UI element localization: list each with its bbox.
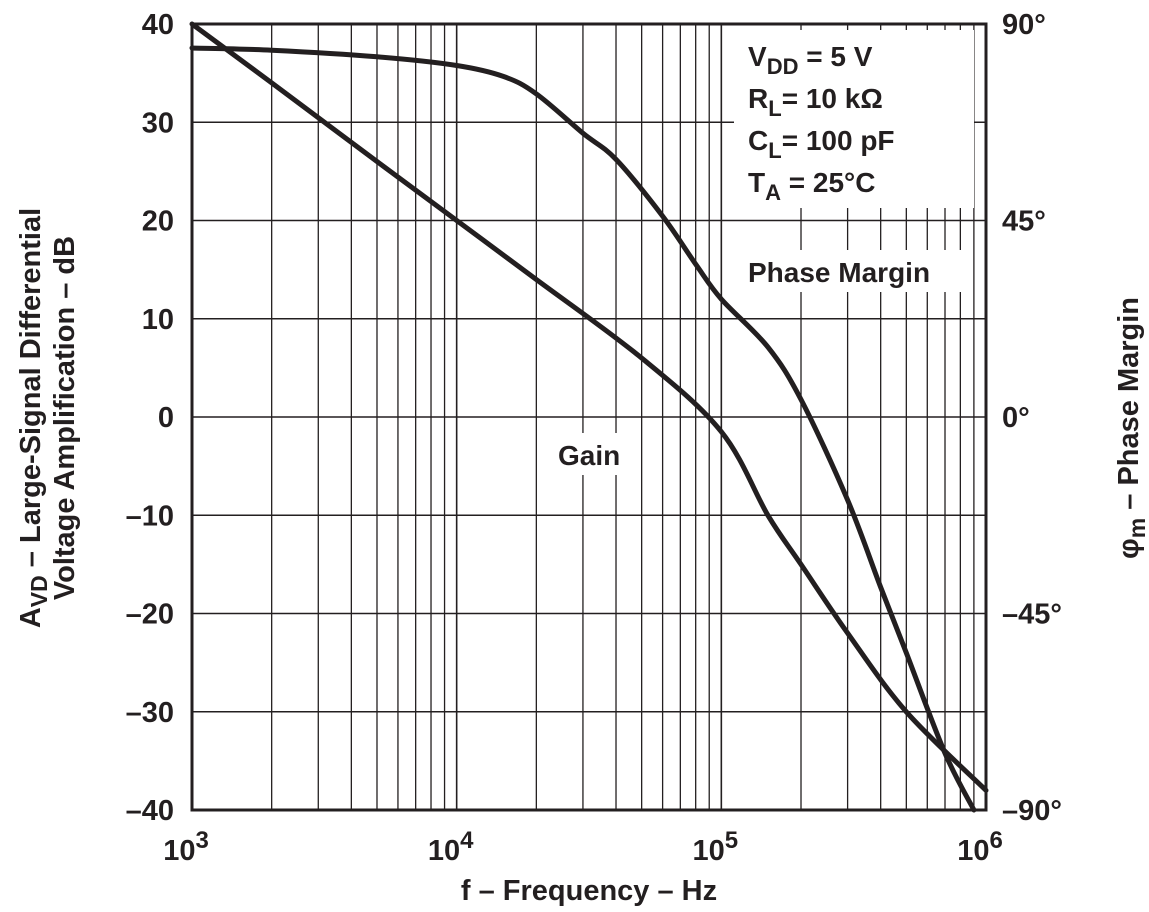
x-tick-label: 106 xyxy=(957,827,1003,867)
y-right-tick-label: 90° xyxy=(1002,9,1046,41)
gain-label-bg xyxy=(552,433,638,475)
y-axis-left-title: AVD – Large-Signal Differential Voltage … xyxy=(15,208,81,628)
x-tick-labels: 103 104 105 106 xyxy=(163,827,1003,867)
x-axis-title: f – Frequency – Hz xyxy=(461,875,717,907)
right-tick-labels: 90° 45° 0° –45° –90° xyxy=(1002,9,1062,827)
condition-rl: RL= 10 kΩ xyxy=(748,83,883,121)
y-left-tick-label: –20 xyxy=(126,599,174,631)
y-left-tick-label: –10 xyxy=(126,500,174,532)
y-left-tick-label: 10 xyxy=(142,304,174,336)
y-left-tick-label: 0 xyxy=(158,402,174,434)
y-axis-right-title: φm – Phase Margin xyxy=(1113,297,1149,559)
y-right-tick-label: 0° xyxy=(1002,402,1030,434)
y-left-tick-label: 30 xyxy=(142,107,174,139)
series-line-gain xyxy=(189,21,989,793)
x-tick-label: 104 xyxy=(428,827,474,867)
x-tick-label: 103 xyxy=(163,827,209,867)
y-left-tick-label: 20 xyxy=(142,206,174,238)
series-line-phase-margin xyxy=(189,45,977,813)
y-left-tick-label: –30 xyxy=(126,697,174,729)
x-tick-label: 105 xyxy=(693,827,739,867)
conditions-box xyxy=(734,30,974,208)
condition-vdd: VDD = 5 V xyxy=(748,41,873,79)
phase-label-bg xyxy=(742,250,968,292)
y-right-tick-label: 45° xyxy=(1002,206,1046,238)
y-right-tick-label: –45° xyxy=(1002,599,1062,631)
svg-text:Voltage Amplification – dB: Voltage Amplification – dB xyxy=(49,236,81,600)
condition-cl: CL= 100 pF xyxy=(748,125,895,163)
left-tick-labels: 40 30 20 10 0 –10 –20 –30 –40 xyxy=(126,9,174,827)
y-right-tick-label: –90° xyxy=(1002,795,1062,827)
phase-margin-label: Phase Margin xyxy=(748,257,930,288)
plot-frame xyxy=(190,22,988,812)
condition-ta: TA = 25°C xyxy=(748,167,875,205)
gain-label: Gain xyxy=(558,440,620,471)
svg-text:φm – Phase Margin: φm – Phase Margin xyxy=(1113,297,1149,559)
svg-text:AVD – Large-Signal Differentia: AVD – Large-Signal Differential xyxy=(15,208,52,628)
y-left-tick-label: 40 xyxy=(142,9,174,41)
y-left-tick-label: –40 xyxy=(126,795,174,827)
curves xyxy=(189,21,989,813)
